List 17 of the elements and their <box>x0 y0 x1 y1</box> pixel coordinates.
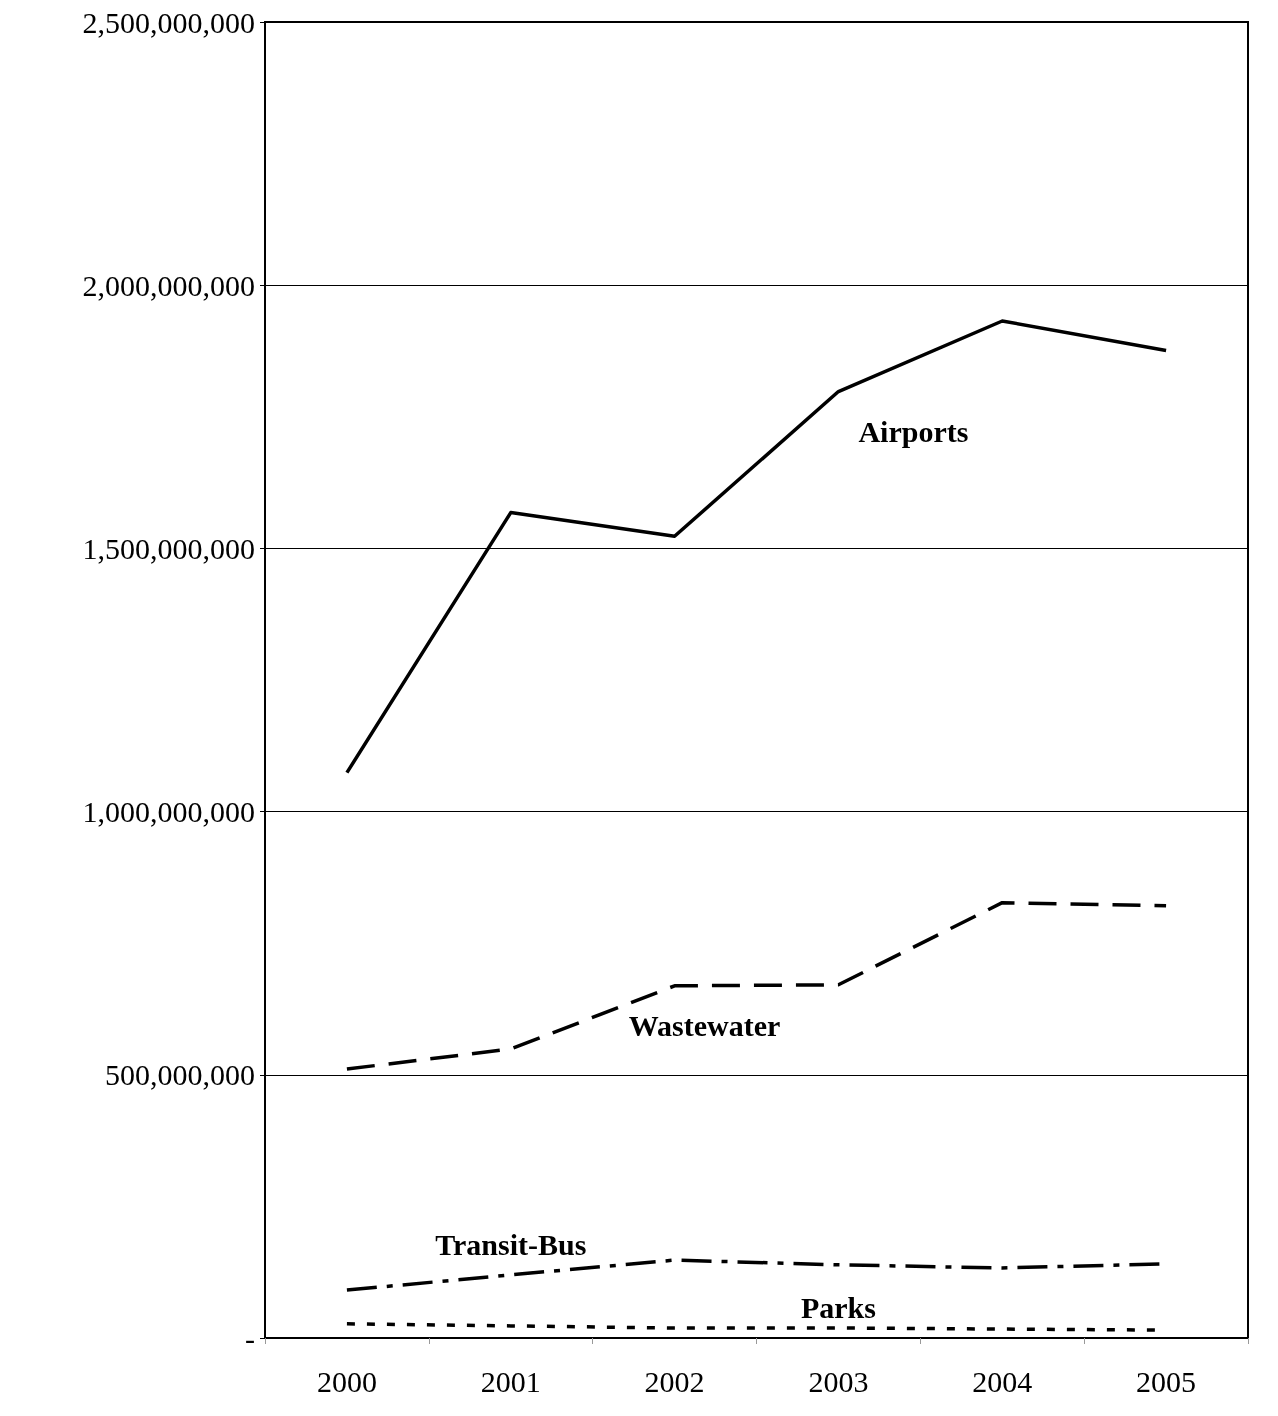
series-label: Airports <box>858 415 969 449</box>
x-tick-label: 2002 <box>644 1364 705 1398</box>
y-tick-label: 500,000,000 <box>105 1058 255 1092</box>
x-tick-label: 2001 <box>480 1364 541 1398</box>
y-tick-label: - <box>245 1321 255 1355</box>
series-label: Wastewater <box>628 1009 781 1043</box>
line-series <box>345 900 1168 1071</box>
y-tick-label: 2,500,000,000 <box>82 5 255 39</box>
series-label: Transit-Bus <box>435 1228 587 1262</box>
y-tick-label: 2,000,000,000 <box>82 268 255 302</box>
y-tick-label: 1,500,000,000 <box>82 531 255 565</box>
x-tick-label: 2005 <box>1136 1364 1197 1398</box>
x-tick-label: 2004 <box>972 1364 1033 1398</box>
x-tick-label: 2003 <box>808 1364 869 1398</box>
y-tick-label: 1,000,000,000 <box>82 795 255 829</box>
x-tick-label: 2000 <box>316 1364 377 1398</box>
series-label: Parks <box>800 1291 876 1325</box>
